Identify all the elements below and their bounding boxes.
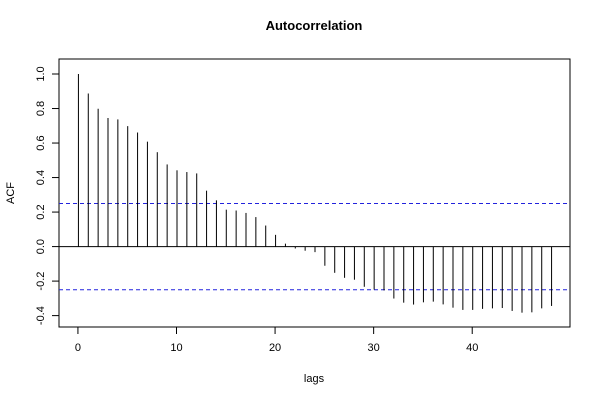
x-tick-label: 0 (75, 342, 81, 354)
x-axis: 0 10 20 30 40 (75, 326, 478, 354)
y-tick-label: -0.2 (35, 272, 47, 291)
y-tick-label: 0.8 (35, 101, 47, 116)
x-tick-label: 40 (466, 342, 478, 354)
plot-frame (58, 58, 571, 328)
y-tick-label: 0.4 (35, 170, 47, 185)
x-axis-label: lags (304, 373, 325, 385)
x-tick-label: 10 (170, 342, 182, 354)
x-tick-label: 30 (368, 342, 380, 354)
x-tick-label: 20 (269, 342, 281, 354)
y-tick-label: -0.4 (35, 306, 47, 325)
y-tick-label: 0.6 (35, 135, 47, 150)
y-axis: -0.4 -0.2 0.0 0.2 0.4 0.6 0.8 1.0 (35, 66, 60, 325)
y-axis-label: ACF (5, 182, 17, 204)
y-tick-label: 0.2 (35, 204, 47, 219)
chart-title: Autocorrelation (266, 18, 363, 33)
acf-spikes (77, 74, 553, 313)
y-tick-label: 1.0 (35, 66, 47, 81)
y-tick-label: 0.0 (35, 239, 47, 254)
